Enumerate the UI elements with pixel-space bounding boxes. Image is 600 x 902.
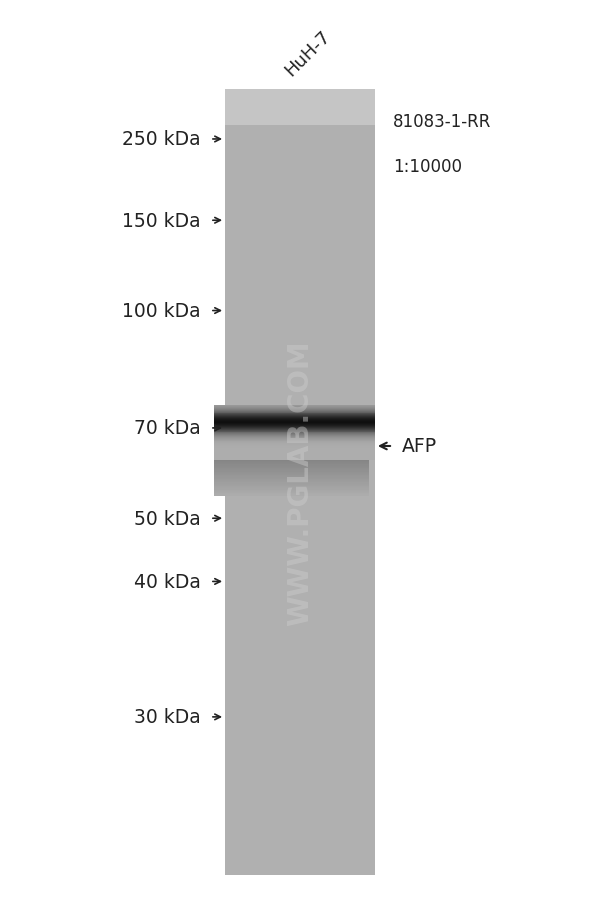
Text: 70 kDa: 70 kDa <box>134 419 201 438</box>
Bar <box>214 456 375 457</box>
Bar <box>214 450 375 451</box>
Bar <box>214 463 369 465</box>
Bar <box>214 432 375 433</box>
Bar <box>214 408 375 409</box>
Bar <box>214 417 375 418</box>
Bar <box>214 485 369 487</box>
Bar <box>214 464 369 465</box>
Bar <box>225 90 375 126</box>
Bar <box>214 447 375 448</box>
Bar <box>214 445 375 446</box>
Bar <box>214 414 375 415</box>
Bar <box>214 411 375 412</box>
Bar <box>214 465 369 466</box>
Bar <box>214 479 369 481</box>
Text: WWW.PGLAB.COM: WWW.PGLAB.COM <box>286 340 314 625</box>
Bar <box>214 421 375 422</box>
Text: HuH-7: HuH-7 <box>281 27 334 79</box>
Text: 150 kDa: 150 kDa <box>122 211 201 231</box>
Bar <box>214 406 375 407</box>
Bar <box>214 437 375 438</box>
Bar <box>214 457 375 458</box>
Bar <box>214 418 375 419</box>
Bar <box>214 407 375 408</box>
Text: AFP: AFP <box>402 437 437 456</box>
Bar <box>214 474 369 476</box>
Bar <box>214 454 375 455</box>
Bar <box>214 436 375 437</box>
Bar <box>214 461 369 463</box>
Bar <box>214 427 375 428</box>
Bar <box>214 442 375 443</box>
Bar <box>214 488 369 489</box>
Bar <box>214 438 375 439</box>
Bar <box>214 490 369 492</box>
Bar <box>214 482 369 483</box>
Bar <box>214 434 375 435</box>
Bar <box>214 471 369 473</box>
Bar <box>214 449 375 450</box>
Bar <box>214 419 375 420</box>
Bar <box>214 412 375 413</box>
Bar <box>214 441 375 442</box>
Bar <box>225 90 375 875</box>
Bar <box>214 409 375 410</box>
Bar <box>214 423 375 424</box>
Text: 50 kDa: 50 kDa <box>134 509 201 529</box>
Bar <box>214 439 375 440</box>
Bar <box>214 472 369 474</box>
Bar <box>214 489 369 491</box>
Text: 81083-1-RR: 81083-1-RR <box>393 113 491 131</box>
Bar <box>214 428 375 429</box>
Bar <box>214 468 369 470</box>
Bar <box>214 478 369 480</box>
Bar <box>214 495 369 496</box>
Bar <box>214 486 369 488</box>
Bar <box>214 416 375 417</box>
Bar <box>214 452 375 453</box>
Bar <box>214 484 369 485</box>
Bar <box>214 433 375 434</box>
Bar <box>214 459 375 460</box>
Bar <box>214 453 375 454</box>
Bar <box>214 477 369 479</box>
Bar <box>214 446 375 447</box>
Bar <box>214 426 375 427</box>
Bar <box>214 492 369 494</box>
Bar <box>214 493 369 495</box>
Bar <box>214 410 375 411</box>
Bar <box>214 444 375 445</box>
Bar <box>214 455 375 456</box>
Text: 40 kDa: 40 kDa <box>134 572 201 592</box>
Bar <box>214 475 369 477</box>
Bar <box>214 481 369 482</box>
Bar <box>214 435 375 436</box>
Bar <box>214 413 375 414</box>
Text: 30 kDa: 30 kDa <box>134 707 201 727</box>
Bar <box>214 420 375 421</box>
Text: 250 kDa: 250 kDa <box>122 130 201 150</box>
Bar <box>214 425 375 426</box>
Bar <box>214 429 375 430</box>
Bar <box>214 460 369 462</box>
Bar <box>214 424 375 425</box>
Bar <box>214 467 369 469</box>
Bar <box>214 440 375 441</box>
Text: 1:10000: 1:10000 <box>393 158 462 176</box>
Bar <box>214 451 375 452</box>
Bar <box>214 431 375 432</box>
Bar <box>214 448 375 449</box>
Bar <box>214 443 375 444</box>
Text: 100 kDa: 100 kDa <box>122 301 201 321</box>
Bar <box>214 470 369 471</box>
Bar <box>214 458 375 459</box>
Bar <box>214 466 369 468</box>
Bar <box>214 415 375 416</box>
Bar <box>214 430 375 431</box>
Bar <box>214 483 369 484</box>
Bar <box>214 474 369 475</box>
Bar <box>214 422 375 423</box>
